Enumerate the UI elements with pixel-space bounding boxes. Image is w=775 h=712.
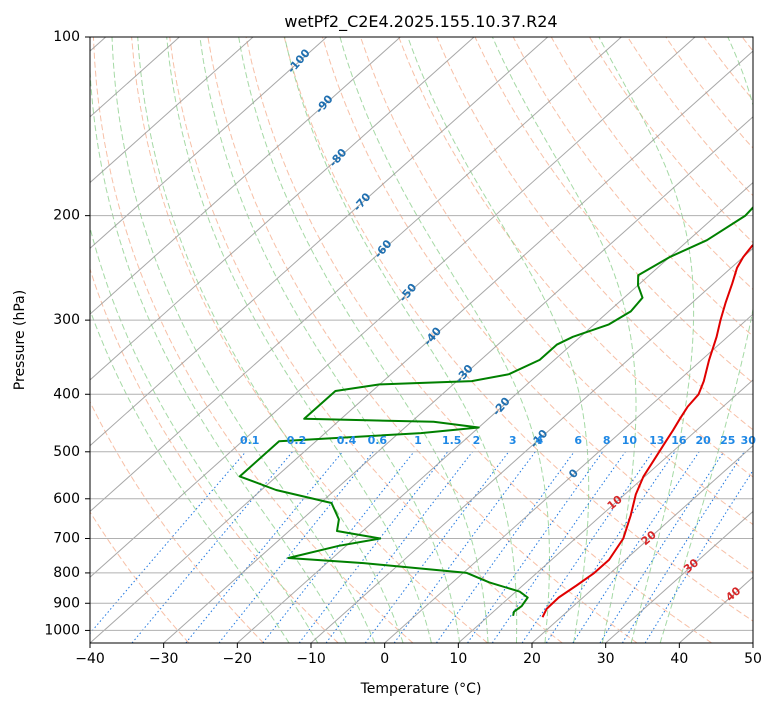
y-tick-label: 900 bbox=[53, 595, 80, 611]
x-tick-label: 20 bbox=[523, 651, 541, 667]
y-tick-label: 700 bbox=[53, 531, 80, 547]
y-tick-label: 800 bbox=[53, 565, 80, 581]
x-tick-label: 10 bbox=[449, 651, 467, 667]
mixing-ratio-label: 3 bbox=[509, 434, 517, 447]
mixing-ratio-label: 2 bbox=[473, 434, 481, 447]
y-tick-label: 400 bbox=[53, 386, 80, 402]
x-tick-label: −20 bbox=[223, 651, 253, 667]
mixing-ratio-label: 13 bbox=[649, 434, 664, 447]
mixing-ratio-label: 0.6 bbox=[368, 434, 388, 447]
x-tick-label: −30 bbox=[149, 651, 179, 667]
mixing-ratio-label: 4 bbox=[535, 434, 543, 447]
mixing-ratio-label: 1.5 bbox=[442, 434, 462, 447]
mixing-ratio-label: 6 bbox=[574, 434, 582, 447]
y-tick-label: 600 bbox=[53, 491, 80, 507]
y-tick-label: 500 bbox=[53, 444, 80, 460]
mixing-ratio-label: 20 bbox=[695, 434, 711, 447]
mixing-ratio-label: 0.4 bbox=[337, 434, 357, 447]
mixing-ratio-label: 16 bbox=[671, 434, 687, 447]
mixing-ratio-label: 25 bbox=[720, 434, 735, 447]
x-tick-label: 0 bbox=[380, 651, 389, 667]
y-tick-label: 200 bbox=[53, 208, 80, 224]
mixing-ratio-label: 30 bbox=[741, 434, 757, 447]
x-tick-label: −10 bbox=[296, 651, 326, 667]
x-tick-label: −40 bbox=[75, 651, 105, 667]
y-tick-label: 100 bbox=[53, 29, 80, 45]
mixing-ratio-label: 1 bbox=[414, 434, 422, 447]
x-tick-label: 50 bbox=[744, 651, 762, 667]
y-tick-label: 1000 bbox=[44, 622, 80, 638]
chart-title: wetPf2_C2E4.2025.155.10.37.R24 bbox=[284, 12, 557, 32]
x-axis-label: Temperature (°C) bbox=[360, 681, 482, 697]
mixing-ratio-label: 8 bbox=[603, 434, 611, 447]
mixing-ratio-label: 0.1 bbox=[240, 434, 260, 447]
y-axis-label: Pressure (hPa) bbox=[12, 290, 28, 390]
x-tick-label: 40 bbox=[670, 651, 688, 667]
mixing-ratio-label: 0.2 bbox=[287, 434, 307, 447]
y-tick-label: 300 bbox=[53, 312, 80, 328]
x-tick-label: 30 bbox=[597, 651, 615, 667]
mixing-ratio-label: 10 bbox=[622, 434, 638, 447]
